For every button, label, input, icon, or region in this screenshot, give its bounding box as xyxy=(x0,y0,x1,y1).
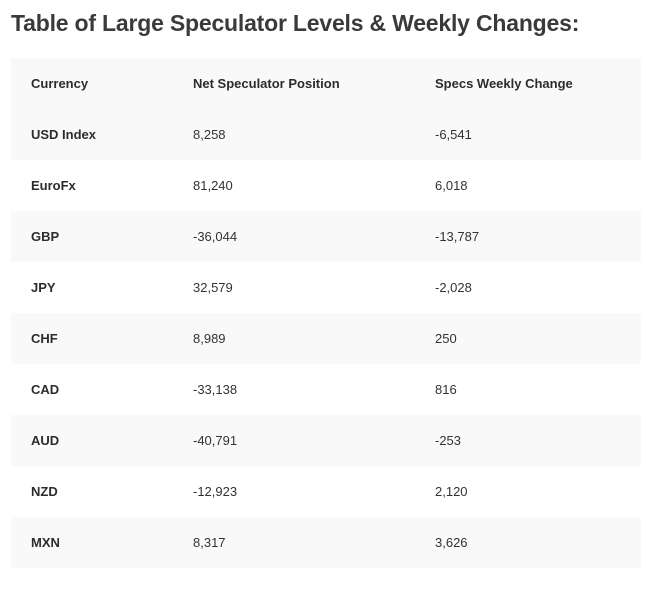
weekly-change-cell: -6,541 xyxy=(435,127,472,142)
table-row: GBP -36,044 -13,787 xyxy=(11,211,641,262)
currency-cell: MXN xyxy=(31,535,60,550)
net-position-cell: -12,923 xyxy=(193,484,238,499)
page-title: Table of Large Speculator Levels & Weekl… xyxy=(11,10,580,36)
header-currency: Currency xyxy=(31,76,89,91)
weekly-change-cell: -253 xyxy=(435,433,462,448)
net-position-cell: 81,240 xyxy=(193,178,233,193)
table-row: MXN 8,317 3,626 xyxy=(11,517,641,568)
net-position-cell: -40,791 xyxy=(193,433,238,448)
table-row: NZD -12,923 2,120 xyxy=(11,466,641,517)
header-weekly-change: Specs Weekly Change xyxy=(435,76,573,91)
currency-cell: CAD xyxy=(31,382,60,397)
weekly-change-cell: 2,120 xyxy=(435,484,468,499)
weekly-change-cell: 6,018 xyxy=(435,178,468,193)
currency-cell: EuroFx xyxy=(31,178,76,193)
currency-cell: NZD xyxy=(31,484,58,499)
table-header-row: Currency Net Speculator Position Specs W… xyxy=(11,58,641,109)
net-position-cell: 8,317 xyxy=(193,535,226,550)
net-position-cell: 8,989 xyxy=(193,331,226,346)
weekly-change-cell: 250 xyxy=(435,331,457,346)
currency-cell: USD Index xyxy=(31,127,97,142)
table-row: EuroFx 81,240 6,018 xyxy=(11,160,641,211)
net-position-cell: -33,138 xyxy=(193,382,238,397)
table-row: CAD -33,138 816 xyxy=(11,364,641,415)
header-net-position: Net Speculator Position xyxy=(193,76,340,91)
table-row: USD Index 8,258 -6,541 xyxy=(11,109,641,160)
currency-cell: AUD xyxy=(31,433,60,448)
table-row: JPY 32,579 -2,028 xyxy=(11,262,641,313)
weekly-change-cell: 3,626 xyxy=(435,535,468,550)
net-position-cell: -36,044 xyxy=(193,229,238,244)
net-position-cell: 32,579 xyxy=(193,280,233,295)
weekly-change-cell: -2,028 xyxy=(435,280,472,295)
weekly-change-cell: 816 xyxy=(435,382,457,397)
net-position-cell: 8,258 xyxy=(193,127,226,142)
currency-cell: JPY xyxy=(31,280,56,295)
speculator-table: Currency Net Speculator Position Specs W… xyxy=(11,58,641,568)
weekly-change-cell: -13,787 xyxy=(435,229,480,244)
currency-cell: CHF xyxy=(31,331,58,346)
table-row: AUD -40,791 -253 xyxy=(11,415,641,466)
table-row: CHF 8,989 250 xyxy=(11,313,641,364)
currency-cell: GBP xyxy=(31,229,60,244)
